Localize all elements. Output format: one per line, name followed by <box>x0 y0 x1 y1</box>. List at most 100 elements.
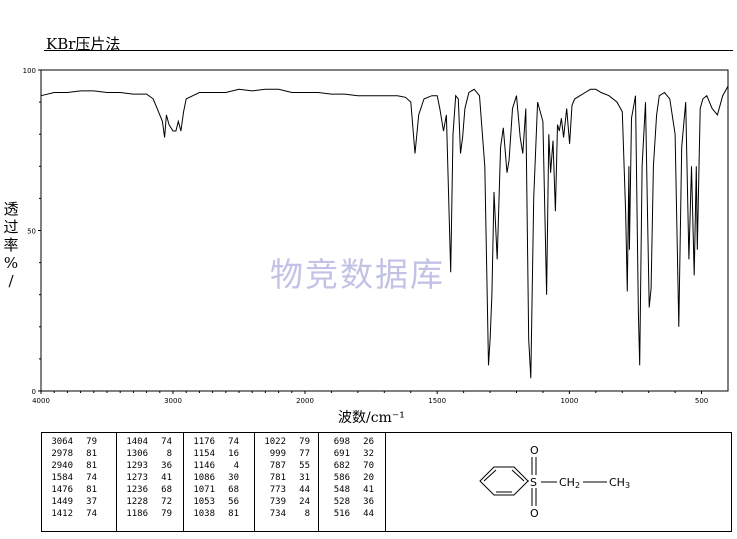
plot-frame <box>40 69 729 392</box>
peak-transmittance: 79 <box>299 437 310 447</box>
y-axis-label: 透过率% / <box>2 200 20 290</box>
spectrum-line <box>40 85 729 379</box>
peak-transmittance: 20 <box>363 473 374 483</box>
peak-wavenumber: 1154 <box>193 449 215 459</box>
peak-transmittance: 24 <box>299 497 310 507</box>
peak-wavenumber: 1449 <box>51 497 73 507</box>
peak-transmittance: 77 <box>299 449 310 459</box>
peak-wavenumber: 1186 <box>126 509 148 519</box>
peak-transmittance: 37 <box>86 497 97 507</box>
ch3-subscript: 3 <box>625 481 630 490</box>
peak-wavenumber: 516 <box>333 509 350 519</box>
peak-transmittance: 81 <box>86 449 97 459</box>
peak-transmittance: 79 <box>86 437 97 447</box>
peak-transmittance: 68 <box>161 485 172 495</box>
peak-transmittance: 41 <box>363 485 374 495</box>
y-axis-label-char: % <box>3 254 19 272</box>
peak-transmittance: 41 <box>161 473 172 483</box>
y-tick-label: 100 <box>23 67 36 75</box>
peak-transmittance: 68 <box>228 485 239 495</box>
peak-wavenumber: 1412 <box>51 509 73 519</box>
peak-wavenumber: 999 <box>269 449 286 459</box>
peak-wavenumber: 1022 <box>264 437 286 447</box>
o-bottom-label: O <box>530 507 539 520</box>
peak-transmittance: 44 <box>363 509 374 519</box>
table-column-divider <box>183 432 184 532</box>
peak-wavenumber: 1306 <box>126 449 148 459</box>
s-label: S <box>530 476 537 489</box>
peak-wavenumber: 2940 <box>51 461 73 471</box>
peak-wavenumber: 3064 <box>51 437 73 447</box>
o-top-label: O <box>530 444 539 457</box>
peak-wavenumber: 1228 <box>126 497 148 507</box>
ch2-label: CH2 <box>559 476 580 490</box>
watermark: 物竞数据库 <box>270 255 445 294</box>
ch2-subscript: 2 <box>575 481 580 490</box>
peak-transmittance: 55 <box>299 461 310 471</box>
peak-wavenumber: 1273 <box>126 473 148 483</box>
peak-wavenumber: 1071 <box>193 485 215 495</box>
peak-wavenumber: 1176 <box>193 437 215 447</box>
peak-transmittance: 72 <box>161 497 172 507</box>
peak-wavenumber: 773 <box>269 485 286 495</box>
peak-transmittance: 74 <box>86 509 97 519</box>
page-title: KBr压片法 <box>46 35 121 53</box>
peak-wavenumber: 1146 <box>193 461 215 471</box>
x-tick-label: 1000 <box>560 397 578 405</box>
x-tick-label: 4000 <box>32 397 50 405</box>
ir-spectrum-chart: 0 50 100 4000 3000 2000 1500 1000 500 <box>23 67 729 405</box>
x-axis-ticks: 4000 3000 2000 1500 1000 500 <box>32 391 708 405</box>
peak-wavenumber: 586 <box>333 473 350 483</box>
peak-transmittance: 70 <box>363 461 374 471</box>
peak-wavenumber: 1038 <box>193 509 215 519</box>
peak-transmittance: 31 <box>299 473 310 483</box>
ch2-main: CH <box>559 476 575 489</box>
peak-transmittance: 32 <box>363 449 374 459</box>
peak-wavenumber: 1404 <box>126 437 148 447</box>
peak-wavenumber: 1476 <box>51 485 73 495</box>
peak-wavenumber: 698 <box>333 437 350 447</box>
peak-transmittance: 44 <box>299 485 310 495</box>
x-tick-label: 3000 <box>164 397 182 405</box>
peak-transmittance: 36 <box>161 461 172 471</box>
peak-transmittance: 74 <box>228 437 239 447</box>
table-column-divider <box>254 432 255 532</box>
peak-transmittance: 81 <box>228 509 239 519</box>
peak-wavenumber: 1053 <box>193 497 215 507</box>
ch3-main: CH <box>609 476 625 489</box>
peak-transmittance: 16 <box>228 449 239 459</box>
peak-table <box>41 432 732 532</box>
x-tick-label: 500 <box>695 397 708 405</box>
y-axis-label-char: / <box>8 272 14 290</box>
peak-wavenumber: 548 <box>333 485 350 495</box>
peak-wavenumber: 1584 <box>51 473 73 483</box>
peak-wavenumber: 1293 <box>126 461 148 471</box>
peak-wavenumber: 787 <box>269 461 286 471</box>
x-axis-label: 波数/cm⁻¹ <box>338 410 405 426</box>
table-column-divider <box>318 432 319 532</box>
peak-wavenumber: 691 <box>333 449 350 459</box>
x-tick-label: 2000 <box>296 397 314 405</box>
peak-wavenumber: 528 <box>333 497 350 507</box>
peak-transmittance: 81 <box>86 485 97 495</box>
peak-transmittance: 74 <box>161 437 172 447</box>
peak-transmittance: 79 <box>161 509 172 519</box>
title-rule <box>44 50 733 51</box>
peak-transmittance: 26 <box>363 437 374 447</box>
peak-wavenumber: 2978 <box>51 449 73 459</box>
peak-wavenumber: 739 <box>269 497 286 507</box>
benzene-inner-bond-1 <box>483 469 497 482</box>
peak-transmittance: 81 <box>86 461 97 471</box>
y-tick-label: 50 <box>27 228 36 236</box>
y-axis-label-char: 率 <box>3 236 19 254</box>
peak-transmittance: 56 <box>228 497 239 507</box>
peak-transmittance: 8 <box>304 509 310 519</box>
table-column-divider <box>116 432 117 532</box>
y-axis-ticks: 0 50 100 <box>23 67 41 396</box>
peak-transmittance: 4 <box>233 461 239 471</box>
peak-wavenumber: 1086 <box>193 473 215 483</box>
peak-transmittance: 30 <box>228 473 239 483</box>
y-tick-label: 0 <box>32 388 36 396</box>
peak-wavenumber: 734 <box>269 509 286 519</box>
x-tick-label: 1500 <box>428 397 446 405</box>
